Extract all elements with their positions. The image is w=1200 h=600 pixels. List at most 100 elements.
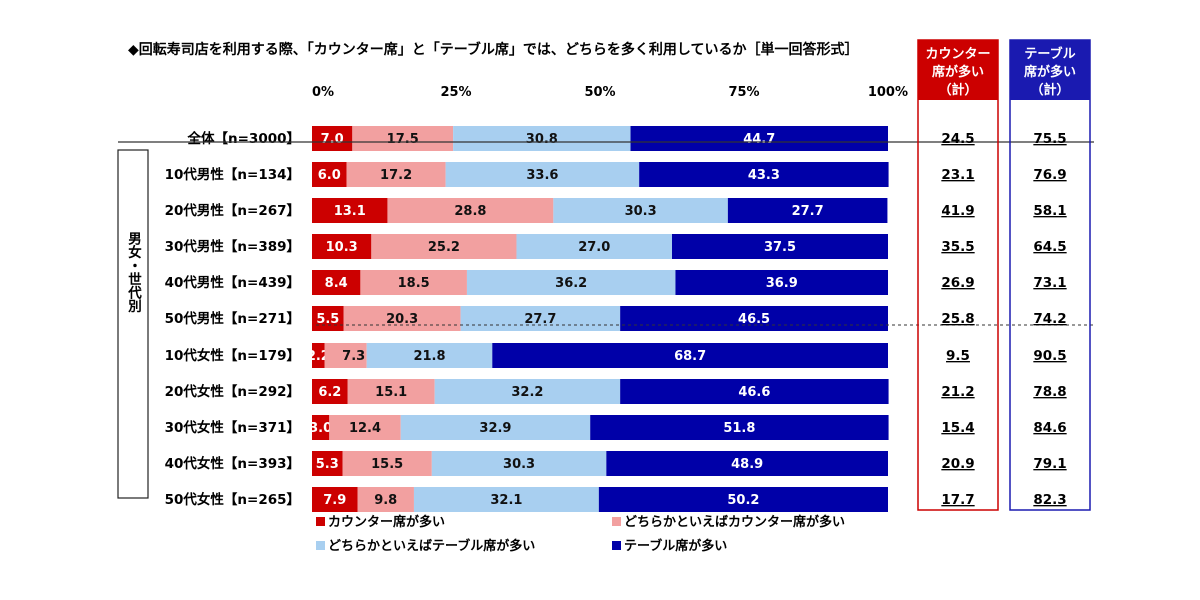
bar-segment <box>598 487 888 512</box>
bar-segment <box>312 126 353 151</box>
summary-value: 35.5 <box>941 239 974 255</box>
bar-segment <box>312 487 358 512</box>
bar-value-label: 6.0 <box>318 168 341 183</box>
row-label: 30代女性【n=371】 <box>165 419 300 436</box>
summary-value: 78.8 <box>1033 384 1066 400</box>
summary-value: 90.5 <box>1033 348 1066 364</box>
bar-value-label: 20.3 <box>386 312 418 327</box>
legend-item: カウンター席が多い <box>328 514 445 530</box>
summary-value: 21.2 <box>941 384 974 400</box>
chart-title: ◆回転寿司店を利用する際、「カウンター席」と「テーブル席」では、どちらを多く利用… <box>128 41 859 58</box>
summary-column-header: 席が多い <box>1024 64 1076 80</box>
bar-segment <box>400 415 591 440</box>
bar-value-label: 13.1 <box>334 204 366 219</box>
bar-value-label: 2.2 <box>307 349 330 364</box>
legend-item: テーブル席が多い <box>624 538 727 554</box>
bar-segment <box>371 234 517 259</box>
summary-columns: カウンター席が多い （計） 24.5 23.1 41.9 35.5 26.9 25.8 9.5 2… <box>917 39 1091 511</box>
bar-segment <box>312 343 325 368</box>
bar-segment <box>342 451 432 476</box>
group-bracket: 男女・世代別 <box>117 149 149 499</box>
bar-segment <box>620 306 888 331</box>
summary-value: 74.2 <box>1033 311 1066 327</box>
bar-value-label: 17.2 <box>380 168 412 183</box>
bar-value-label: 27.0 <box>578 240 610 255</box>
summary-column-header: 席が多い <box>932 64 984 80</box>
bar-segment <box>639 162 889 187</box>
bar-segment <box>492 343 888 368</box>
bar-segment <box>352 126 454 151</box>
summary-value: 75.5 <box>1033 131 1066 147</box>
bar-value-label: 12.4 <box>349 421 381 436</box>
bar-segment <box>553 198 728 223</box>
row-label: 20代女性【n=292】 <box>165 383 300 400</box>
bar-value-label: 33.6 <box>526 168 558 183</box>
bar-value-label: 18.5 <box>398 276 430 291</box>
bar-value-label: 32.2 <box>511 385 543 400</box>
summary-value: 64.5 <box>1033 239 1066 255</box>
bar-segment <box>434 379 621 404</box>
summary-column-header: （計） <box>1030 82 1069 98</box>
bar-segment <box>312 234 372 259</box>
bar-value-label: 28.8 <box>454 204 486 219</box>
row-label: 40代女性【n=393】 <box>165 455 300 472</box>
row-label: 30代男性【n=389】 <box>165 238 300 255</box>
bar-value-label: 46.6 <box>738 385 770 400</box>
bar-value-label: 32.9 <box>479 421 511 436</box>
legend-swatch <box>316 517 325 526</box>
bar-segment <box>620 379 889 404</box>
summary-value: 79.1 <box>1033 456 1066 472</box>
row-label: 10代女性【n=179】 <box>165 347 300 364</box>
bar-segment <box>630 126 888 151</box>
bar-value-label: 68.7 <box>674 349 706 364</box>
group-label: 男女・世代別 <box>125 231 143 314</box>
summary-value: 17.7 <box>941 492 974 508</box>
row-label: 50代女性【n=265】 <box>165 491 300 508</box>
bar-segment <box>366 343 493 368</box>
bar-value-label: 9.8 <box>374 493 397 508</box>
row-labels: 全体【n=3000】 10代男性【n=134】 20代男性【n=267】 30代男性【… <box>165 130 300 508</box>
bar-value-label: 27.7 <box>524 312 556 327</box>
bar-value-label: 30.8 <box>526 132 558 147</box>
summary-value: 84.6 <box>1033 420 1066 436</box>
summary-value: 9.5 <box>946 348 970 364</box>
bar-value-label: 43.3 <box>748 168 780 183</box>
bar-value-label: 15.5 <box>371 457 403 472</box>
bar-value-label: 37.5 <box>764 240 796 255</box>
bar-value-label: 5.5 <box>316 312 339 327</box>
bar-value-label: 17.5 <box>387 132 419 147</box>
bar-segment <box>590 415 889 440</box>
bar-segment <box>324 343 367 368</box>
bar-value-label: 50.2 <box>727 493 759 508</box>
bar-segment <box>312 415 330 440</box>
bar-value-label: 30.3 <box>503 457 535 472</box>
legend-swatch <box>612 517 621 526</box>
bar-value-label: 7.9 <box>323 493 346 508</box>
summary-column-header: テーブル <box>1024 46 1075 62</box>
bar-value-label: 15.1 <box>375 385 407 400</box>
legend-swatch <box>612 541 621 550</box>
summary-value: 25.8 <box>941 311 974 327</box>
bar-value-label: 46.5 <box>738 312 770 327</box>
bar-segment <box>312 162 347 187</box>
bar-value-label: 36.9 <box>766 276 798 291</box>
bar-value-label: 21.8 <box>413 349 445 364</box>
summary-value: 82.3 <box>1033 492 1066 508</box>
bar-value-label: 5.3 <box>316 457 339 472</box>
bar-value-label: 10.3 <box>326 240 358 255</box>
bar-segment <box>357 487 414 512</box>
summary-value: 15.4 <box>941 420 974 436</box>
bar-value-label: 36.2 <box>555 276 587 291</box>
bar-value-label: 6.2 <box>318 385 341 400</box>
bar-segment <box>312 379 348 404</box>
bar-segment <box>343 306 461 331</box>
group-bracket-box <box>117 149 149 499</box>
bar-segment <box>466 270 676 295</box>
summary-value: 58.1 <box>1033 203 1066 219</box>
bar-segment <box>460 306 621 331</box>
bar-segment <box>413 487 599 512</box>
bar-segment <box>312 198 388 223</box>
dividers <box>118 141 1094 326</box>
bar-value-label: 44.7 <box>743 132 775 147</box>
bars: 7.0 17.5 30.8 44.7 6.0 17.2 33.6 43.3 13.1 28.8 30… <box>307 126 889 512</box>
